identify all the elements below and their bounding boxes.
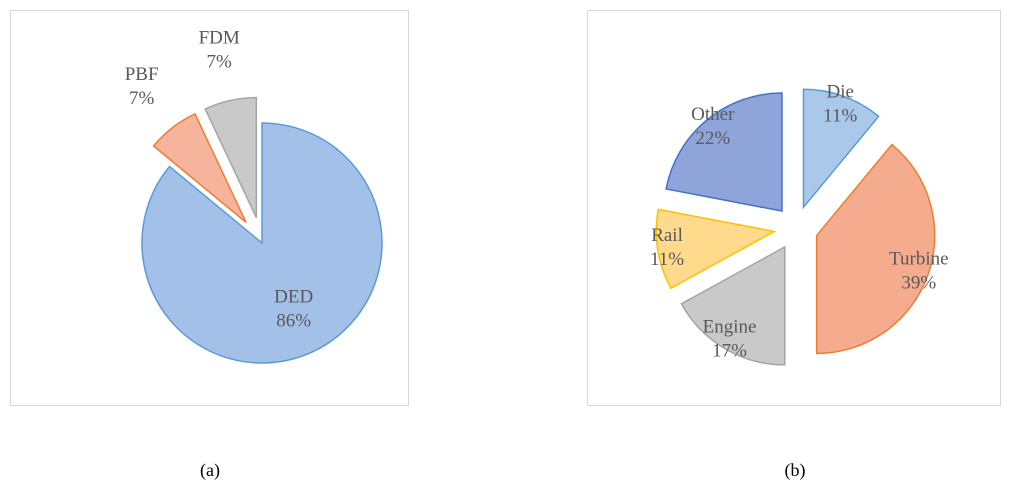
slice-label: FDM [199,28,240,49]
pie-slice [152,112,247,224]
slice-label: Other [691,104,735,125]
slice-value-label: 17% [712,341,747,362]
slice-value-label: 86% [276,311,311,332]
slice-value-label: 11% [823,106,857,127]
slice-label: Rail [651,225,683,246]
pie-slice [680,245,786,366]
slice-label: Die [827,82,854,103]
slice-label: DED [274,287,313,308]
pie-slice [655,208,777,290]
slice-value-label: 7% [129,88,155,109]
slice-value-label: 22% [695,128,730,149]
slice-label: PBF [125,64,159,85]
chart-frame [587,10,1001,406]
slice-label: Engine [703,317,757,338]
pie-slice [141,122,383,364]
pie-slice [204,96,258,218]
pie-slice [802,88,880,210]
caption: (b) [785,460,806,481]
caption: (a) [200,460,220,481]
chart-frame [10,10,409,406]
slice-label: Turbine [889,249,948,270]
slice-value-label: 39% [901,273,936,294]
slice-value-label: 7% [206,52,232,73]
pie-slice [815,143,936,355]
slice-value-label: 11% [650,249,684,270]
pie-slice [665,92,783,212]
